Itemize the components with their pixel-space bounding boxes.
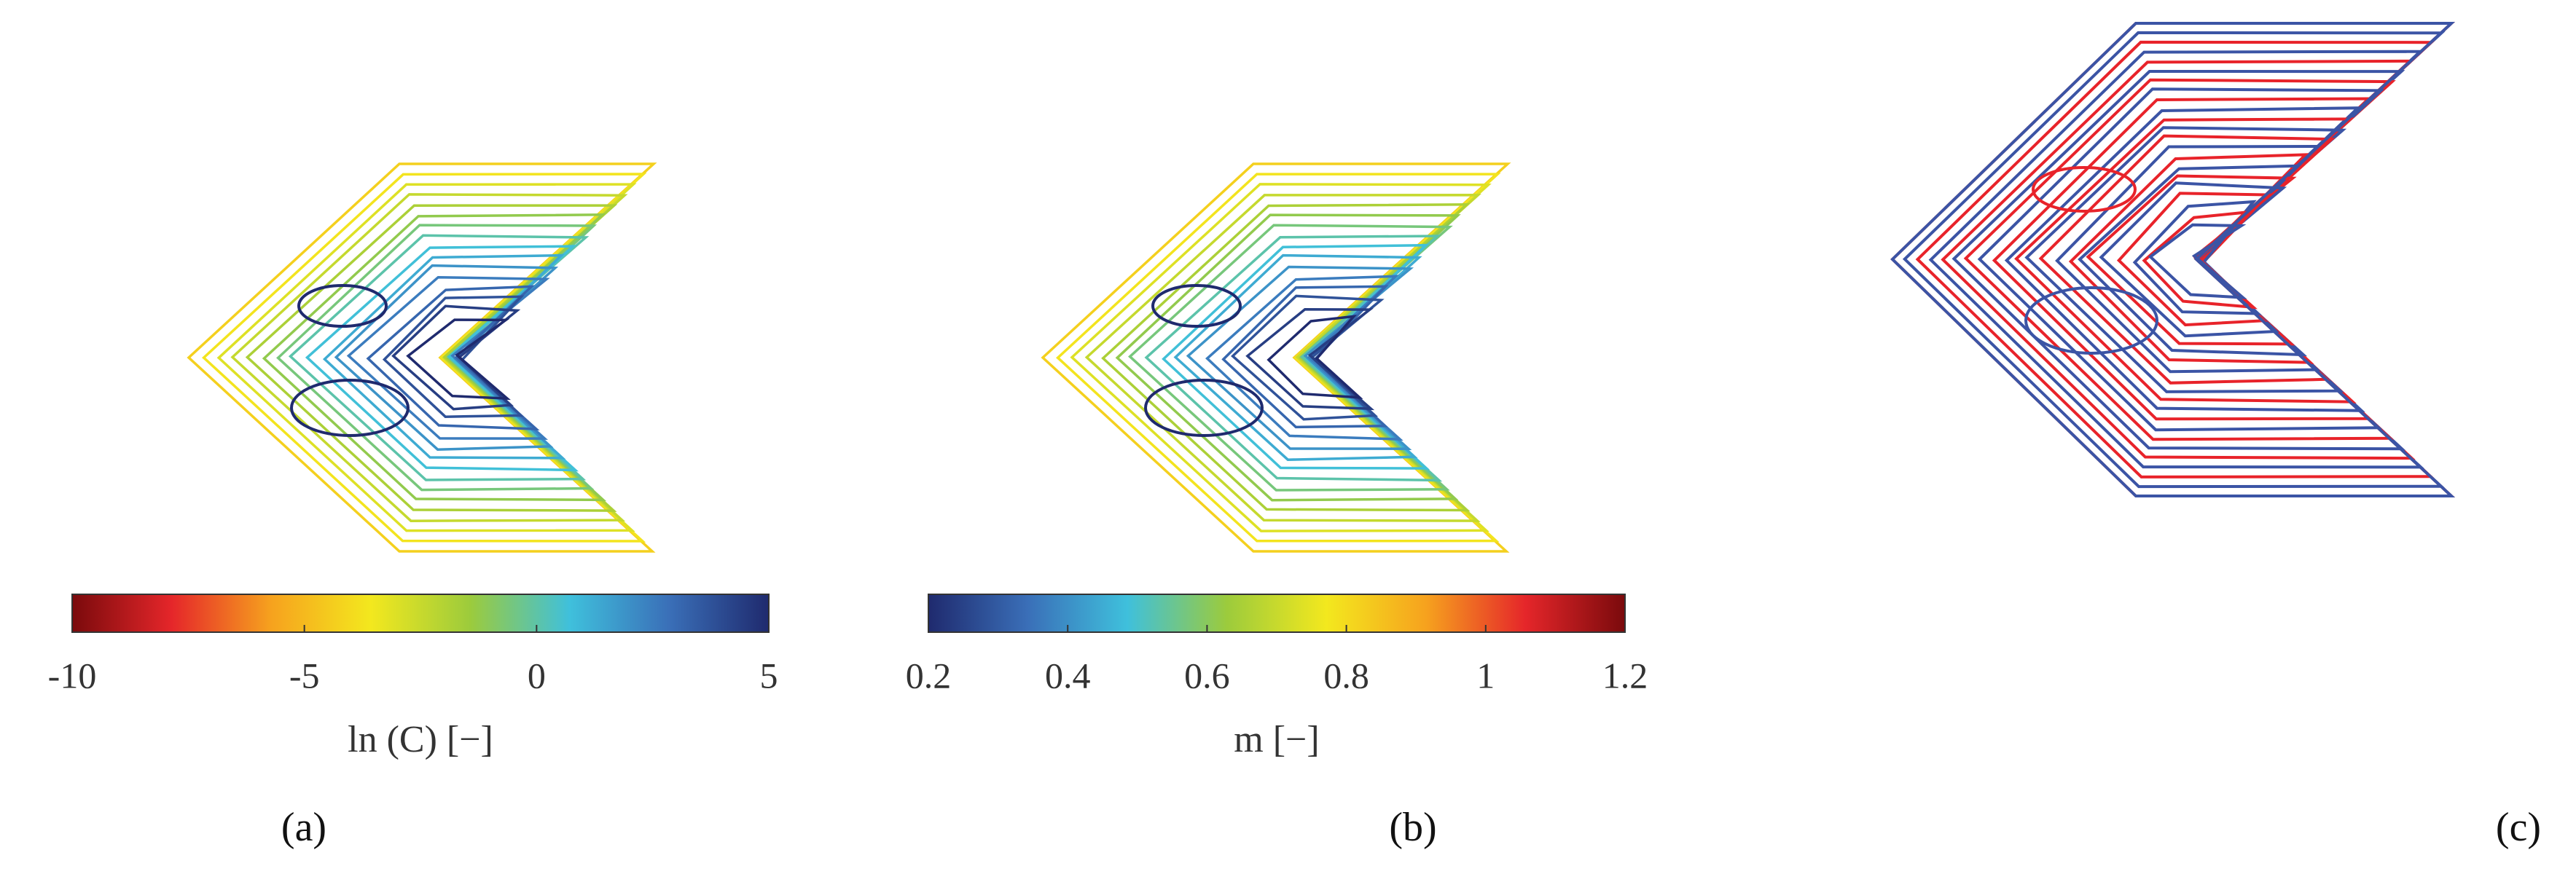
contour-line <box>2032 166 2137 213</box>
contour-line <box>1245 308 1375 411</box>
panel: (c) <box>1890 22 2541 850</box>
contour-line <box>1173 253 1422 461</box>
contour-line <box>262 213 607 502</box>
contour-line <box>1041 162 1511 553</box>
contour-line <box>346 275 550 440</box>
contour-line <box>245 204 618 512</box>
contour-line <box>187 162 657 553</box>
tick-label: 1 <box>1476 655 1495 696</box>
contour-line <box>305 245 579 472</box>
contour-line <box>1205 275 1404 441</box>
contour-line <box>1221 285 1389 429</box>
contour-line <box>406 318 511 401</box>
contour-line <box>1070 183 1492 532</box>
panel-label: (c) <box>2496 805 2541 850</box>
contour-line <box>1928 50 2425 469</box>
tick-label: 0.6 <box>1184 655 1230 696</box>
contour-line <box>288 234 590 481</box>
contour-line <box>322 253 566 460</box>
contour-line <box>1890 22 2456 497</box>
contour-line <box>2014 117 2357 403</box>
tick-label: 0.8 <box>1323 655 1369 696</box>
contour-line <box>391 304 521 411</box>
contour-line <box>2068 153 2314 364</box>
contour-line <box>230 193 628 522</box>
contour-line <box>2132 200 2262 315</box>
tick-label: 0.4 <box>1045 655 1091 696</box>
contour-line <box>1084 194 1481 522</box>
contour-line <box>297 284 388 328</box>
tick-label: -10 <box>48 655 97 696</box>
contour-line <box>366 285 540 431</box>
colorbar <box>71 594 770 633</box>
panel-label: (b) <box>1389 805 1436 850</box>
contour-line <box>334 264 559 451</box>
contour-line <box>290 379 410 437</box>
contour-line <box>1231 294 1385 421</box>
contour-line <box>1144 379 1264 437</box>
tick-label: 5 <box>760 655 778 696</box>
contour-line <box>1115 213 1461 502</box>
tick-label: -5 <box>289 655 320 696</box>
contour-line <box>1267 315 1363 399</box>
outline <box>1890 22 2456 497</box>
colorbar <box>928 594 1626 633</box>
contour-line <box>1128 224 1453 492</box>
tick-label: 0.2 <box>906 655 952 696</box>
contour-line <box>216 183 637 532</box>
contour-line <box>276 224 598 492</box>
panel: -10 -5 0 5 ln (C) [−] (a) <box>48 162 778 850</box>
contour-line <box>2148 223 2247 299</box>
contour-line <box>1101 203 1471 512</box>
contour-line <box>1151 284 1242 328</box>
contour-line <box>1186 265 1414 450</box>
contour-line <box>2024 286 2158 355</box>
contour-line <box>202 173 647 543</box>
contour-line <box>2086 174 2297 346</box>
colorbar-label: ln (C) [−] <box>348 719 493 760</box>
tick-label: 0 <box>528 655 546 696</box>
contour-line <box>1056 173 1501 543</box>
contour-line <box>382 295 525 418</box>
panel: 0.2 0.4 0.6 0.8 1 1.2 m [−] (b) <box>906 162 1648 850</box>
colorbar-label: m [−] <box>1234 719 1319 760</box>
contour-line <box>1162 243 1430 470</box>
tick-label: 1.2 <box>1602 655 1648 696</box>
panel-label: (a) <box>281 805 326 850</box>
contour-line <box>1144 235 1443 482</box>
